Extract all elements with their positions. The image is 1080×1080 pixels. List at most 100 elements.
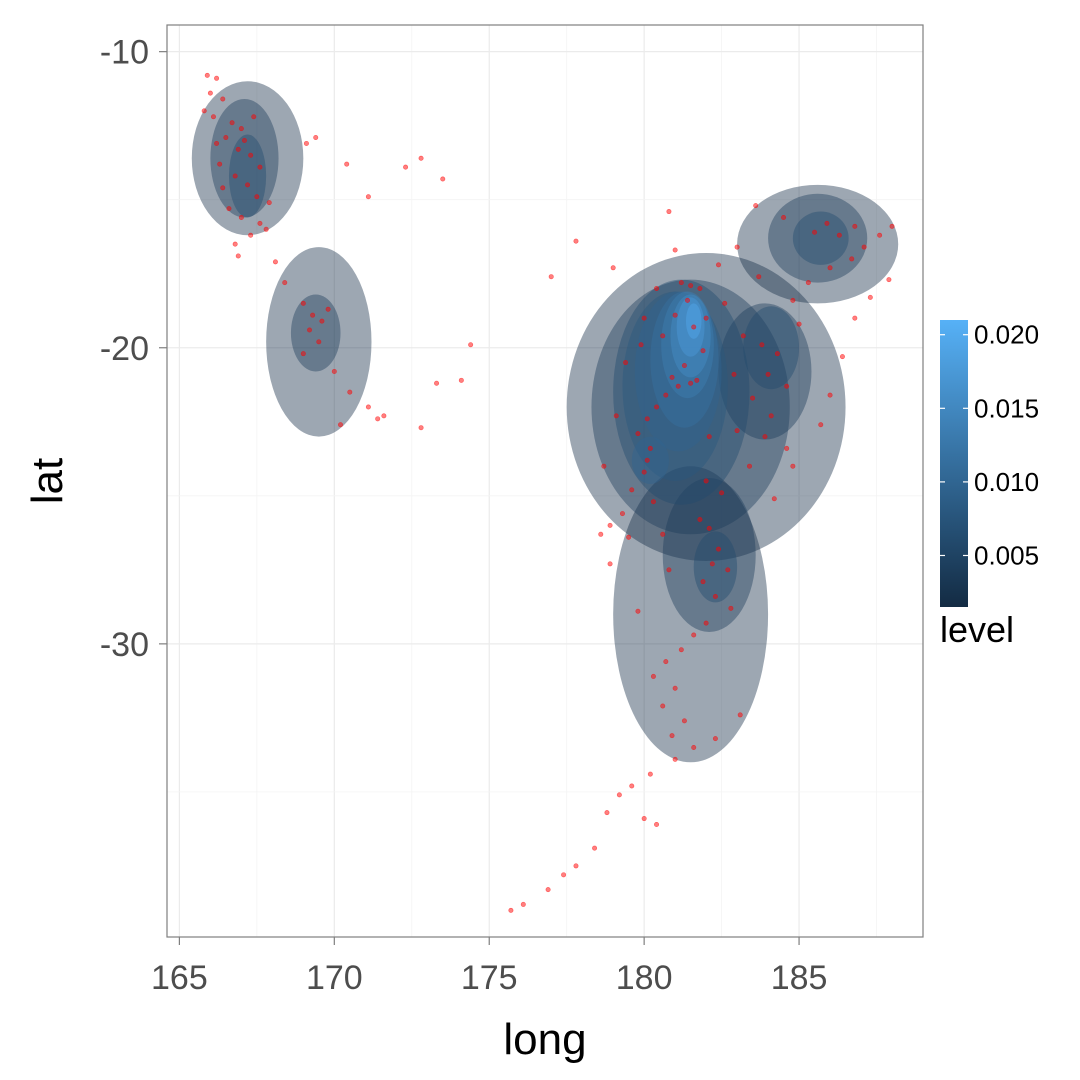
- data-point: [214, 140, 220, 146]
- data-point: [771, 496, 777, 502]
- legend-tick-label: 0.010: [974, 467, 1039, 497]
- data-point: [722, 300, 728, 306]
- data-point: [706, 434, 712, 440]
- data-point: [805, 280, 811, 286]
- data-point: [458, 377, 464, 383]
- data-point: [226, 206, 232, 212]
- gridlines: [167, 25, 923, 937]
- data-point: [272, 259, 278, 265]
- data-point: [877, 232, 883, 238]
- data-point: [248, 152, 254, 158]
- data-point: [623, 360, 629, 366]
- data-point: [712, 593, 718, 599]
- data-point: [685, 297, 691, 303]
- data-point: [365, 404, 371, 410]
- data-point: [712, 736, 718, 742]
- data-point: [852, 223, 858, 229]
- data-point: [232, 173, 238, 179]
- data-point: [508, 907, 514, 913]
- data-point: [790, 463, 796, 469]
- data-point: [644, 416, 650, 422]
- data-point: [201, 108, 207, 114]
- data-point: [331, 368, 337, 374]
- data-point: [434, 380, 440, 386]
- data-point: [365, 194, 371, 200]
- data-point: [790, 297, 796, 303]
- data-point: [691, 744, 697, 750]
- data-point: [610, 265, 616, 271]
- data-point: [381, 413, 387, 419]
- plot-panel: [167, 25, 923, 937]
- density-region: [662, 478, 756, 633]
- data-point: [220, 185, 226, 191]
- data-point: [654, 821, 660, 827]
- data-point: [214, 75, 220, 81]
- density-region: [685, 303, 702, 339]
- data-point: [660, 531, 666, 537]
- density-region: [768, 193, 868, 283]
- data-point: [753, 203, 759, 209]
- data-point: [706, 525, 712, 531]
- density-region: [792, 211, 849, 265]
- legend-tick-label: 0.005: [974, 540, 1039, 570]
- data-point: [217, 161, 223, 167]
- y-axis-ticks: -10 -20 -30: [100, 34, 167, 664]
- data-point: [619, 511, 625, 517]
- data-point: [796, 321, 802, 327]
- data-point: [626, 534, 632, 540]
- data-point: [229, 120, 235, 126]
- legend-tick-label: 0.015: [974, 393, 1039, 423]
- data-point: [818, 422, 824, 428]
- legend-ticks: 0.005 0.010 0.015 0.020: [940, 320, 1039, 570]
- data-point: [734, 428, 740, 434]
- data-point: [812, 229, 818, 235]
- data-point: [784, 383, 790, 389]
- density-region: [210, 99, 279, 218]
- data-point: [561, 872, 567, 878]
- density-region: [737, 184, 899, 304]
- data-point: [774, 351, 780, 357]
- data-point: [325, 306, 331, 312]
- x-tick-label: 185: [771, 959, 828, 997]
- data-point: [248, 232, 254, 238]
- data-point: [573, 238, 579, 244]
- data-point: [251, 114, 257, 120]
- density-region: [613, 279, 750, 505]
- data-point: [319, 318, 325, 324]
- data-point: [266, 200, 272, 206]
- data-point: [678, 647, 684, 653]
- data-point: [629, 783, 635, 789]
- data-point: [650, 673, 656, 679]
- y-tick-label: -20: [100, 330, 149, 368]
- data-point: [638, 342, 644, 348]
- data-point: [725, 567, 731, 573]
- data-point: [235, 146, 241, 152]
- data-point: [654, 286, 660, 292]
- data-point: [827, 392, 833, 398]
- data-point: [781, 214, 787, 220]
- data-point: [238, 126, 244, 132]
- data-point: [310, 312, 316, 318]
- data-point: [403, 164, 409, 170]
- density-region: [290, 294, 341, 372]
- data-point: [307, 327, 313, 333]
- data-point: [654, 404, 660, 410]
- data-point: [282, 280, 288, 286]
- data-point: [238, 214, 244, 220]
- data-point: [418, 425, 424, 431]
- x-axis-title: long: [503, 1015, 586, 1064]
- data-point: [263, 226, 269, 232]
- density-region: [613, 466, 769, 763]
- legend-colorbar: [940, 320, 968, 607]
- data-point: [750, 395, 756, 401]
- data-point: [344, 161, 350, 167]
- data-point: [784, 445, 790, 451]
- data-point: [703, 620, 709, 626]
- data-point: [644, 457, 650, 463]
- y-tick-label: -10: [100, 34, 149, 72]
- data-point: [728, 605, 734, 611]
- data-point: [666, 567, 672, 573]
- data-point: [672, 685, 678, 691]
- legend-title: level: [940, 609, 1014, 650]
